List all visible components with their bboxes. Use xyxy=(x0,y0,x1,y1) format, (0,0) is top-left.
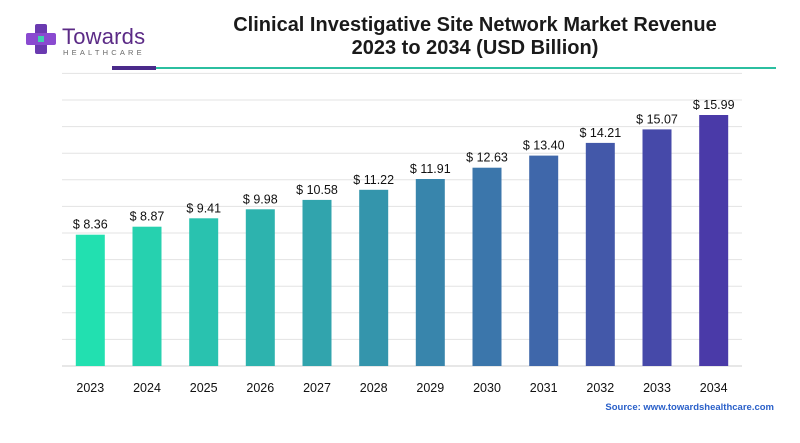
data-label-2027: $ 10.58 xyxy=(296,183,338,197)
bar-2032 xyxy=(585,142,615,366)
bar-2024 xyxy=(132,226,162,366)
brand-cross-icon xyxy=(26,24,56,54)
x-tick-label-2028: 2028 xyxy=(360,381,388,395)
x-tick-label-2030: 2030 xyxy=(473,381,501,395)
bar-2023 xyxy=(75,234,105,366)
brand-name: Towards xyxy=(62,24,146,49)
header-rule xyxy=(156,67,776,69)
brand-subtitle: HEALTHCARE xyxy=(63,48,145,57)
x-tick-label-2029: 2029 xyxy=(416,381,444,395)
x-tick-label-2027: 2027 xyxy=(303,381,331,395)
chart-title: Clinical Investigative Site Network Mark… xyxy=(170,14,780,60)
bar-2026 xyxy=(245,209,275,366)
brand-logo: Towards HEALTHCARE xyxy=(24,20,164,60)
bar-2034 xyxy=(699,115,729,366)
data-label-2034: $ 15.99 xyxy=(693,98,735,112)
data-label-2028: $ 11.22 xyxy=(353,173,394,187)
x-tick-label-2034: 2034 xyxy=(700,381,728,395)
x-tick-label-2025: 2025 xyxy=(190,381,218,395)
bar-2025 xyxy=(189,218,219,366)
x-tick-label-2023: 2023 xyxy=(76,381,104,395)
bar-2031 xyxy=(529,155,559,366)
data-label-2030: $ 12.63 xyxy=(466,151,508,165)
x-tick-label-2032: 2032 xyxy=(586,381,614,395)
data-label-2033: $ 15.07 xyxy=(636,112,678,126)
bar-2030 xyxy=(472,167,502,366)
data-label-2031: $ 13.40 xyxy=(523,139,565,153)
bar-2028 xyxy=(359,189,389,366)
chart-title-line-1: Clinical Investigative Site Network Mark… xyxy=(233,14,717,36)
x-tick-label-2026: 2026 xyxy=(246,381,274,395)
data-label-2032: $ 14.21 xyxy=(579,126,621,140)
bar-2027 xyxy=(302,199,332,366)
x-tick-label-2024: 2024 xyxy=(133,381,161,395)
bar-2033 xyxy=(642,129,672,366)
data-label-2024: $ 8.87 xyxy=(130,210,165,224)
header-accent-rule xyxy=(112,66,156,70)
data-label-2026: $ 9.98 xyxy=(243,192,278,206)
data-label-2029: $ 11.91 xyxy=(410,162,451,176)
source-note: Source: www.towardshealthcare.com xyxy=(605,402,774,413)
bar-2029 xyxy=(415,179,445,366)
x-tick-label-2031: 2031 xyxy=(530,381,558,395)
x-tick-label-2033: 2033 xyxy=(643,381,671,395)
data-label-2025: $ 9.41 xyxy=(186,201,221,215)
data-label-2023: $ 8.36 xyxy=(73,218,108,232)
chart-title-line-2: 2023 to 2034 (USD Billion) xyxy=(351,37,599,59)
